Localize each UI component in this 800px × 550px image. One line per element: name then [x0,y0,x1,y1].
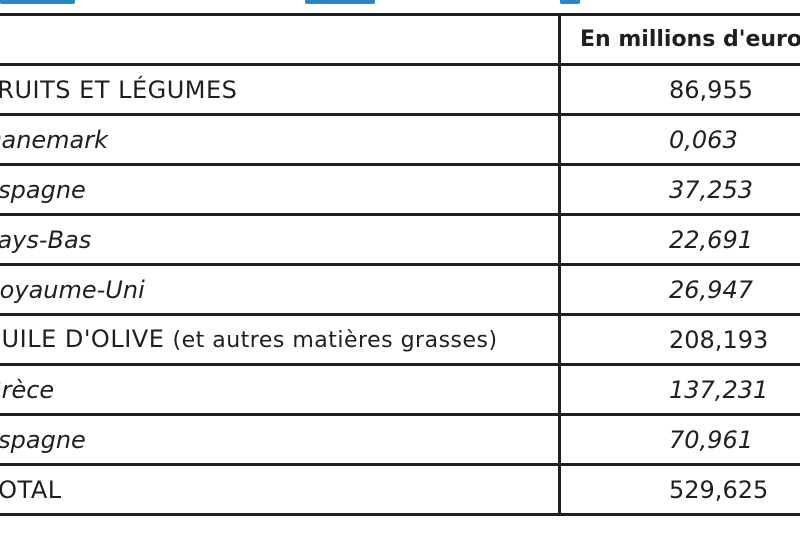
unit-header: En millions d'euros [580,26,800,52]
row-value-cell: 86,955 [558,63,800,116]
table-row: Danemark 0,063 [0,113,800,166]
title-text-fragment [305,0,375,4]
row-value-cell: 529,625 [558,463,800,516]
country-label: Grèce [0,375,55,404]
row-value: 70,961 [669,425,753,454]
row-value-cell: 37,253 [558,163,800,216]
table-header-row: En millions d'euros [0,13,800,66]
table-row: Royaume-Uni 26,947 [0,263,800,316]
row-value: 37,253 [669,175,753,204]
row-value: 0,063 [669,125,738,154]
table-row: FRUITS ET LÉGUMES 86,955 [0,63,800,116]
category-label-wrap: HUILE D'OLIVE (et autres matières grasse… [0,325,557,353]
country-label: Pays-Bas [0,225,92,254]
table-row: Pays-Bas 22,691 [0,213,800,266]
row-label-cell: HUILE D'OLIVE (et autres matières grasse… [0,313,561,366]
row-value-cell: 208,193 [558,313,800,366]
total-label: TOTAL [0,475,62,504]
amounts-table: En millions d'euros FRUITS ET LÉGUMES 86… [0,13,800,516]
row-value: 137,231 [669,375,769,404]
table-row: HUILE D'OLIVE (et autres matières grasse… [0,313,800,366]
row-value: 26,947 [669,275,753,304]
row-label-cell: FRUITS ET LÉGUMES [0,63,561,116]
title-text-fragment [560,0,580,4]
table-row: Espagne 37,253 [0,163,800,216]
title-strip [0,0,800,8]
table-row: Grèce 137,231 [0,363,800,416]
category-note: (et autres matières grasses) [172,328,498,353]
data-table: En millions d'euros FRUITS ET LÉGUMES 86… [0,13,800,516]
row-label-cell: Espagne [0,413,561,466]
total-value: 529,625 [669,475,769,504]
country-label: Danemark [0,125,109,154]
row-value-cell: 22,691 [558,213,800,266]
row-label-cell: Danemark [0,113,561,166]
row-value-cell: 26,947 [558,263,800,316]
country-label: Espagne [0,175,86,204]
header-value-cell: En millions d'euros [558,13,800,66]
country-label: Royaume-Uni [0,275,145,304]
row-label-cell: Pays-Bas [0,213,561,266]
category-label: FRUITS ET LÉGUMES [0,75,238,104]
row-label-cell: Espagne [0,163,561,216]
row-value: 22,691 [669,225,753,254]
table-row: Espagne 70,961 [0,413,800,466]
row-label-cell: Grèce [0,363,561,416]
row-label-cell: TOTAL [0,463,561,516]
category-label: HUILE D'OLIVE [0,325,165,353]
row-value: 208,193 [669,325,769,354]
header-label-cell [0,13,561,66]
country-label: Espagne [0,425,86,454]
row-value-cell: 0,063 [558,113,800,166]
row-value: 86,955 [669,75,753,104]
title-text-fragment [0,0,75,4]
table-total-row: TOTAL 529,625 [0,463,800,516]
row-value-cell: 70,961 [558,413,800,466]
row-value-cell: 137,231 [558,363,800,416]
row-label-cell: Royaume-Uni [0,263,561,316]
